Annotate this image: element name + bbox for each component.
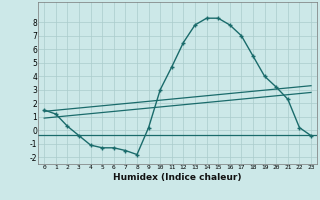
X-axis label: Humidex (Indice chaleur): Humidex (Indice chaleur) — [113, 173, 242, 182]
